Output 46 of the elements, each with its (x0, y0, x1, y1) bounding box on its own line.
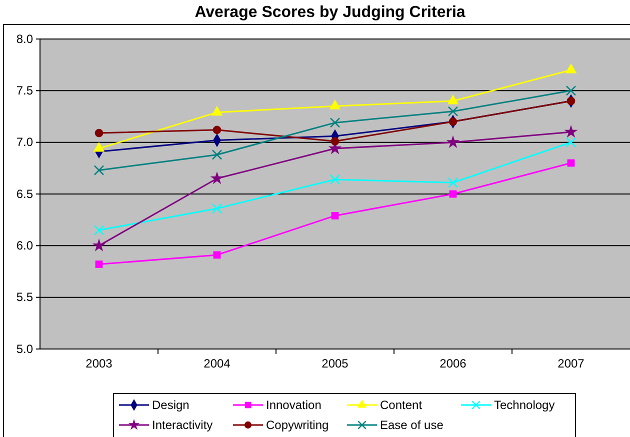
point (212, 203, 222, 214)
point (211, 106, 223, 116)
y-tick-label: 7.5 (16, 84, 34, 98)
point (92, 238, 106, 252)
legend-label: Ease of use (380, 418, 444, 432)
y-tick-label: 6.5 (16, 186, 34, 201)
point (94, 165, 104, 176)
point (94, 128, 104, 138)
x-tick-label: 2003 (86, 356, 113, 371)
point (330, 137, 340, 146)
y-tick-label: 7.0 (16, 135, 34, 150)
point (448, 177, 458, 188)
x-tick-label: 2007 (558, 356, 585, 371)
legend-label: Content (380, 398, 423, 412)
x-tick-label: 2004 (204, 356, 231, 371)
y-tick-label: 5.5 (16, 290, 34, 304)
point (566, 137, 576, 148)
point (329, 100, 341, 110)
x-tick-label: 2005 (322, 356, 349, 371)
chart-title: Average Scores by Judging Criteria (194, 4, 466, 21)
legend-label: Interactivity (152, 418, 213, 432)
legend-label: Technology (494, 398, 555, 412)
legend-label: Design (152, 398, 190, 412)
point (212, 126, 222, 134)
point (93, 142, 105, 152)
legend-label: Innovation (266, 398, 322, 412)
point (566, 96, 576, 106)
point (330, 118, 340, 128)
y-tick-label: 8.0 (16, 32, 34, 46)
point (565, 63, 577, 74)
point (448, 106, 458, 116)
point (330, 174, 340, 185)
y-tick-label: 5.0 (16, 342, 34, 356)
legend-label: Copywriting (266, 418, 329, 432)
point (564, 125, 578, 138)
point (95, 260, 103, 268)
point (210, 172, 224, 184)
point (94, 225, 104, 236)
point (446, 135, 460, 148)
y-tick-label: 6.0 (16, 238, 34, 253)
point (448, 117, 458, 126)
x-tick-label: 2006 (440, 356, 467, 371)
point (566, 86, 576, 96)
point (212, 150, 222, 160)
point (447, 94, 459, 104)
point (331, 212, 339, 220)
